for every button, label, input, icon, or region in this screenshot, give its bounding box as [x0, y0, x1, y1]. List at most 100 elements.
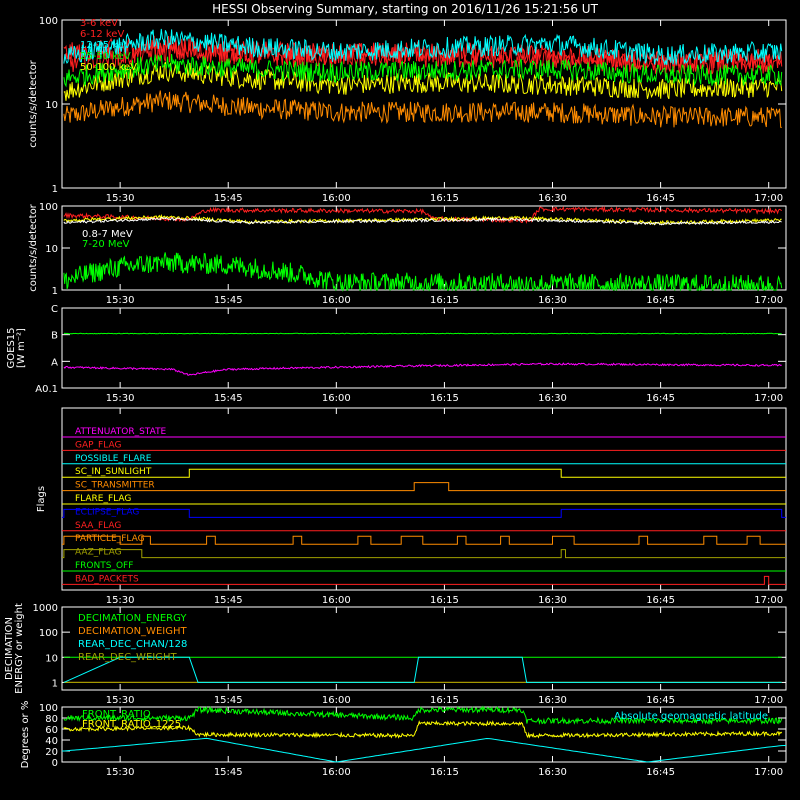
flag-label: BAD_PACKETS	[75, 574, 139, 584]
flag-label: GAP_FLAG	[75, 440, 121, 450]
x-tick-label: 16:00	[322, 595, 351, 606]
x-tick-label: 16:00	[322, 295, 351, 306]
y-tick-label: A0.1	[35, 384, 58, 395]
legend-entry: 0.8-7 MeV	[82, 229, 133, 240]
annotation-text: Absolute geomagnetic latitude	[614, 711, 768, 722]
flag-trace	[62, 468, 786, 478]
panel-frame-3	[61, 407, 787, 591]
y-tick-label: 1	[52, 286, 58, 297]
x-tick-label: 17:00	[754, 767, 783, 778]
series-line	[63, 28, 783, 66]
series-line	[63, 362, 782, 376]
flag-label: SAA_FLAG	[75, 521, 121, 531]
series-line	[63, 705, 783, 726]
x-tick-label: 15:30	[106, 767, 135, 778]
series-line	[63, 719, 783, 739]
flag-trace	[62, 549, 786, 559]
flag-label: FLARE_FLAG	[75, 494, 131, 504]
flag-label: ECLIPSE_FLAG	[75, 507, 139, 517]
x-tick-label: 16:00	[322, 695, 351, 706]
x-tick-label: 16:30	[538, 595, 567, 606]
y-axis-label: Degrees or %	[20, 701, 31, 769]
y-tick-label: A	[51, 357, 58, 368]
y-tick-label: 100	[39, 703, 58, 714]
y-tick-label: 100	[39, 628, 58, 639]
x-tick-label: 16:15	[430, 595, 459, 606]
flag-trace	[62, 482, 786, 492]
x-tick-label: 16:15	[430, 393, 459, 404]
y-tick-label: 60	[45, 725, 58, 736]
x-tick-label: 15:45	[214, 767, 243, 778]
y-tick-label: 1	[52, 184, 58, 195]
flag-label: ATTENUATOR_STATE	[75, 427, 167, 437]
flag-label: AAZ_FLAG	[75, 548, 122, 558]
y-axis-label: DECIMATION	[4, 617, 15, 680]
x-tick-label: 16:00	[322, 767, 351, 778]
x-tick-label: 15:45	[214, 595, 243, 606]
flag-trace	[62, 575, 786, 585]
x-tick-label: 16:45	[646, 595, 675, 606]
x-tick-label: 15:45	[214, 193, 243, 204]
legend-entry: 6-12 keV	[80, 29, 124, 40]
y-tick-label: B	[51, 331, 58, 342]
x-tick-label: 16:00	[322, 393, 351, 404]
series-line	[63, 41, 783, 75]
y-tick-label: 40	[45, 736, 58, 747]
series-line	[63, 90, 782, 128]
legend-entry: 7-20 MeV	[82, 239, 130, 250]
y-tick-label: 10	[45, 244, 58, 255]
x-tick-label: 15:30	[106, 193, 135, 204]
x-tick-label: 17:00	[754, 193, 783, 204]
y-tick-label: 10	[45, 100, 58, 111]
legend-entry: FRONT_RATIO_1225	[82, 719, 181, 730]
y-axis-label: ENERGY or weight	[14, 603, 25, 694]
y-tick-label: 100	[39, 202, 58, 213]
x-tick-label: 17:00	[754, 595, 783, 606]
x-tick-label: 16:30	[538, 767, 567, 778]
x-tick-label: 16:45	[646, 393, 675, 404]
y-axis-label: GOES15	[6, 327, 17, 368]
legend-entry: DECIMATION_ENERGY	[78, 613, 187, 624]
flag-trace	[62, 508, 786, 518]
panel-frame-4	[61, 606, 787, 691]
y-axis-label: counts/s/detector	[28, 59, 39, 147]
x-tick-label: 17:00	[754, 295, 783, 306]
x-tick-label: 16:45	[646, 295, 675, 306]
legend-entry: FRONT_RATIO	[82, 709, 151, 720]
series-line	[63, 332, 782, 335]
x-tick-label: 16:15	[430, 767, 459, 778]
series-line	[63, 252, 783, 292]
x-tick-label: 16:30	[538, 393, 567, 404]
x-tick-label: 16:30	[538, 695, 567, 706]
x-tick-label: 15:45	[214, 295, 243, 306]
y-tick-label: 80	[45, 714, 58, 725]
panel-frame-5	[61, 706, 787, 763]
y-axis-label: Flags	[36, 486, 47, 512]
flag-label: PARTICLE_FLAG	[75, 534, 145, 544]
y-tick-label: 0	[52, 758, 58, 769]
panel-frame-2	[61, 307, 787, 389]
legend-entry: 50-100 keV	[80, 62, 137, 73]
x-tick-label: 16:15	[430, 193, 459, 204]
flag-label: SC_TRANSMITTER	[75, 481, 155, 491]
y-tick-label: 20	[45, 747, 58, 758]
legend-entry: 12-25 keV	[80, 40, 131, 51]
x-tick-label: 15:30	[106, 695, 135, 706]
flag-label: SC_IN_SUNLIGHT	[75, 467, 152, 477]
flag-label: FRONTS_OFF	[75, 561, 133, 571]
x-tick-label: 16:00	[322, 193, 351, 204]
series-line	[62, 737, 786, 763]
y-tick-label: 10	[45, 653, 58, 664]
x-tick-label: 15:45	[214, 393, 243, 404]
y-tick-label: 1000	[33, 603, 58, 614]
legend-entry: 3-6 keV	[80, 18, 118, 29]
x-tick-label: 16:15	[430, 295, 459, 306]
series-line	[63, 53, 783, 88]
x-tick-label: 17:00	[754, 695, 783, 706]
legend-entry: REAR_DEC_CHAN/128	[78, 639, 187, 650]
series-line	[63, 61, 783, 101]
x-tick-label: 15:30	[106, 393, 135, 404]
y-tick-label: 100	[39, 16, 58, 27]
x-tick-label: 16:45	[646, 193, 675, 204]
